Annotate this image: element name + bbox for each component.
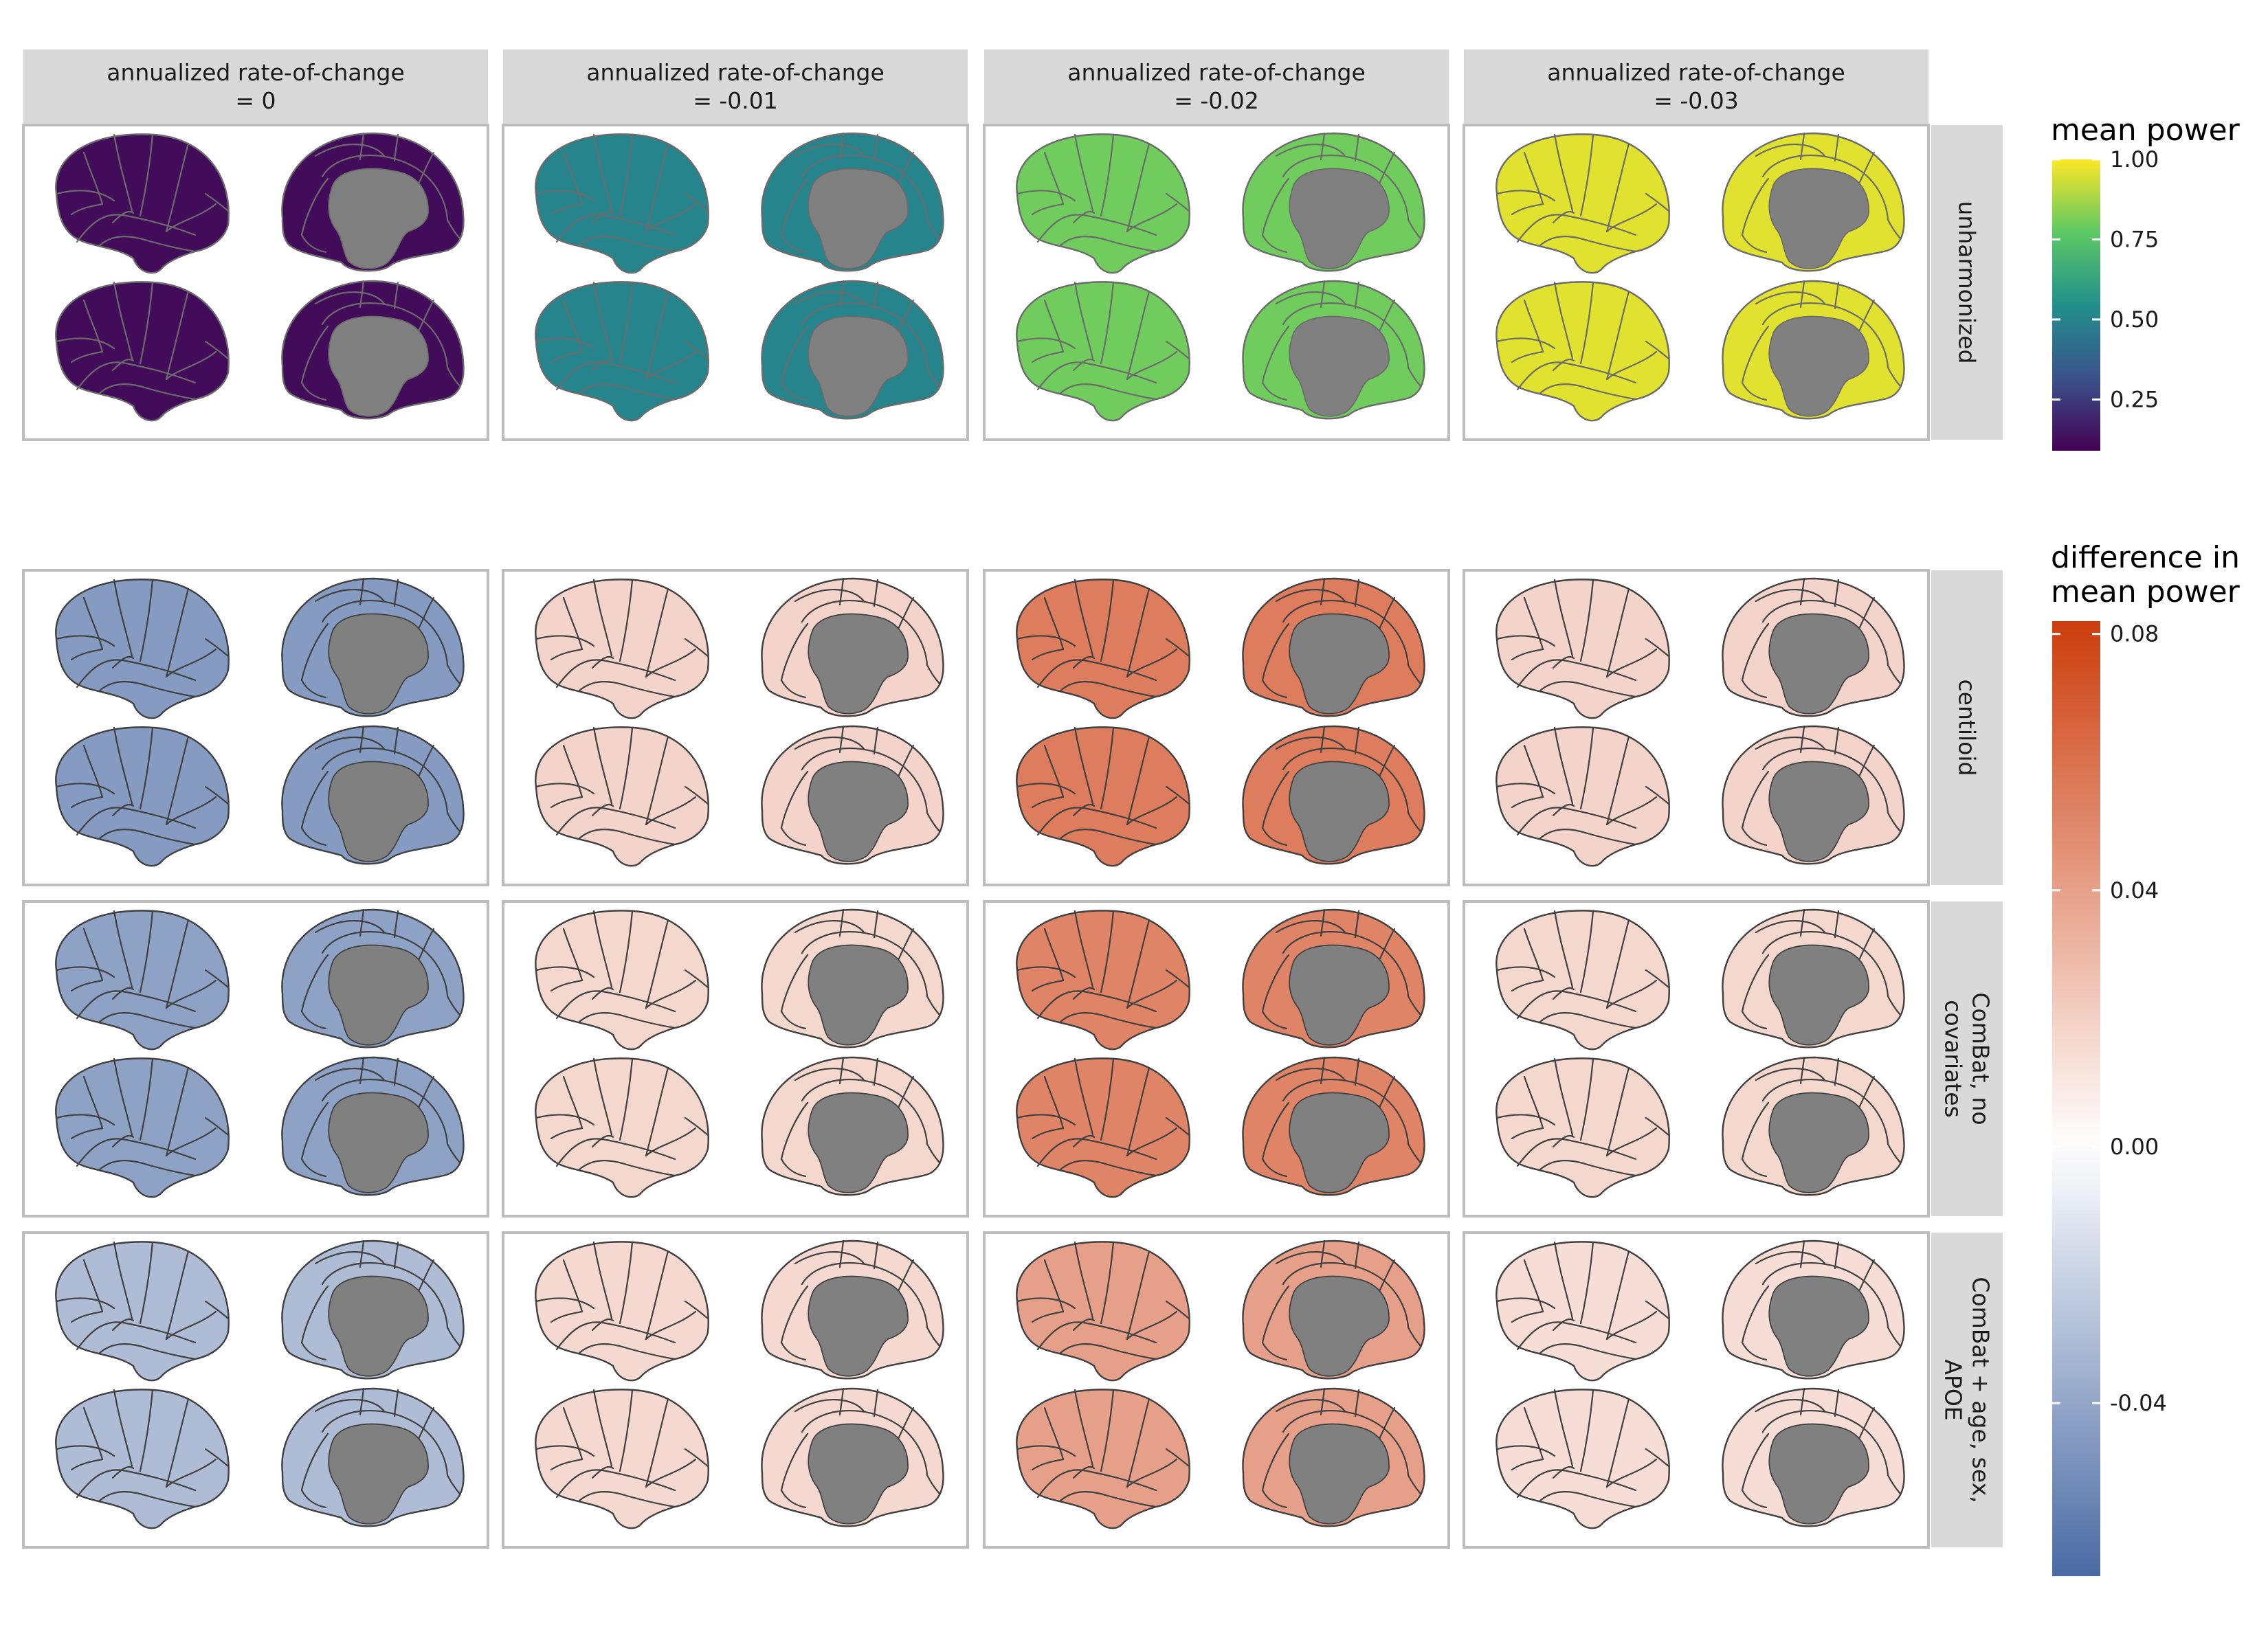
panel-r0-c1 [502, 124, 969, 441]
panel-r2-c0 [22, 900, 489, 1218]
column-strip-label-line1: annualized rate-of-change [1547, 59, 1845, 86]
panel-r0-c3 [1463, 124, 1930, 441]
panel-r3-c3 [1463, 1231, 1930, 1549]
row-strip-3: ComBat + age, sex,APOE [1931, 1233, 2003, 1547]
column-strip-label-line2: = -0.02 [1174, 87, 1259, 114]
legend-title: mean power [2051, 574, 2241, 609]
row-strip-label-line: ComBat + age, sex, [1968, 1277, 1994, 1503]
panel-r1-c2 [983, 569, 1450, 886]
column-strip-label-line2: = -0.01 [693, 87, 778, 114]
column-strip-0: annualized rate-of-change= 0 [23, 49, 488, 125]
panel-r0-c2 [983, 124, 1450, 441]
row-strip-0: unharmonized [1931, 125, 2003, 440]
legend-colorbar [2052, 621, 2100, 1576]
legend-tick-label: 0.50 [2110, 306, 2159, 333]
panel-r3-c1 [502, 1231, 969, 1549]
legend-tick-label: 0.04 [2110, 877, 2159, 904]
row-strip-label-line: unharmonized [1954, 201, 1981, 364]
panel-r1-c0 [22, 569, 489, 886]
panel-r0-c0 [22, 124, 489, 441]
column-strip-2: annualized rate-of-change= -0.02 [984, 49, 1449, 125]
row-strip-label-line: ComBat, no [1968, 992, 1994, 1125]
legend-tick-label: 1.00 [2110, 146, 2159, 172]
column-strip-label-line1: annualized rate-of-change [1067, 59, 1366, 86]
column-strip-label-line1: annualized rate-of-change [586, 59, 885, 86]
legend-colorbar [2052, 159, 2100, 451]
legend-tick-label: 0.00 [2110, 1134, 2159, 1160]
panel-r2-c3 [1463, 900, 1930, 1218]
legend-tick-label: 0.75 [2110, 226, 2159, 252]
legend-tick-label: 0.25 [2110, 386, 2159, 412]
panel-r1-c1 [502, 569, 969, 886]
panel-r2-c2 [983, 900, 1450, 1218]
column-strip-label-line2: = 0 [235, 87, 276, 114]
row-strip-1: centiloid [1931, 570, 2003, 885]
legend-tick-label: -0.04 [2110, 1390, 2167, 1416]
panel-r1-c3 [1463, 569, 1930, 886]
column-strip-label-line1: annualized rate-of-change [107, 59, 405, 86]
row-strip-label-line: APOE [1940, 1359, 1967, 1420]
row-strip-label-line: covariates [1940, 1000, 1967, 1117]
row-strip-label-line: centiloid [1954, 680, 1981, 776]
legend-title: mean power [2051, 113, 2241, 148]
panel-r3-c0 [22, 1231, 489, 1549]
legend-tick-label: 0.08 [2110, 621, 2159, 647]
panel-r2-c1 [502, 900, 969, 1218]
legend-title: difference in [2051, 540, 2240, 575]
panel-r3-c2 [983, 1231, 1450, 1549]
column-strip-1: annualized rate-of-change= -0.01 [503, 49, 968, 125]
column-strip-label-line2: = -0.03 [1654, 87, 1739, 114]
column-strip-3: annualized rate-of-change= -0.03 [1464, 49, 1928, 125]
